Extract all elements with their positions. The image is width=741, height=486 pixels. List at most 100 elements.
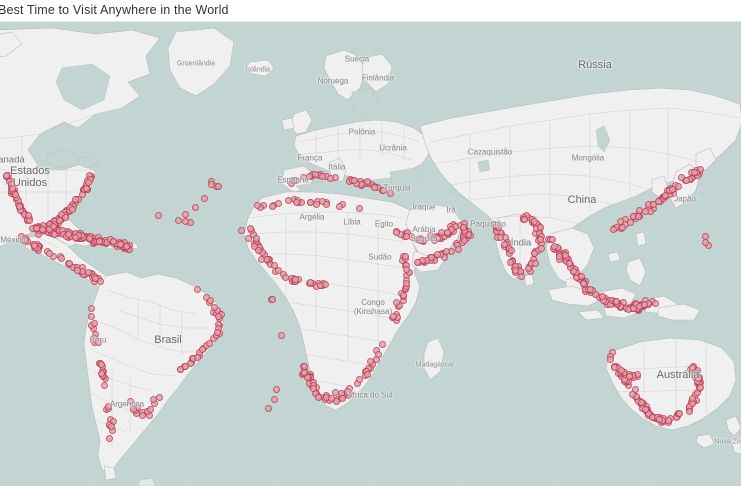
map-point-marker[interactable] [550, 242, 558, 250]
map-point-marker[interactable] [123, 243, 131, 251]
map-point-marker[interactable] [366, 357, 374, 365]
map-point-marker[interactable] [459, 224, 467, 232]
map-point-marker[interactable] [402, 253, 410, 261]
map-point-marker[interactable] [277, 331, 285, 339]
map-point-marker[interactable] [87, 313, 95, 321]
map-point-marker[interactable] [460, 237, 468, 245]
map-point-marker[interactable] [531, 249, 539, 257]
map-point-marker[interactable] [315, 393, 323, 401]
map-point-marker[interactable] [61, 213, 69, 221]
map-point-marker[interactable] [634, 212, 642, 220]
map-point-marker[interactable] [492, 222, 500, 229]
map-point-marker[interactable] [147, 406, 155, 414]
map-point-marker[interactable] [311, 171, 319, 179]
map-point-marker[interactable] [214, 313, 222, 321]
map-point-marker[interactable] [374, 350, 382, 358]
map-point-marker[interactable] [214, 329, 222, 337]
map-point-marker[interactable] [592, 290, 600, 298]
map-point-marker[interactable] [206, 340, 214, 348]
map-point-marker[interactable] [327, 175, 335, 182]
map-point-marker[interactable] [309, 385, 317, 393]
map-point-marker[interactable] [100, 381, 108, 389]
map-point-marker[interactable] [193, 354, 201, 362]
map-point-marker[interactable] [336, 202, 343, 210]
map-point-marker[interactable] [351, 176, 359, 184]
map-point-marker[interactable] [72, 195, 80, 203]
map-point-marker[interactable] [206, 296, 214, 304]
map-point-marker[interactable] [71, 233, 79, 241]
map-point-marker[interactable] [270, 395, 278, 403]
map-point-marker[interactable] [626, 372, 634, 380]
map-point-marker[interactable] [668, 186, 676, 194]
map-point-marker[interactable] [149, 396, 157, 404]
map-point-marker[interactable] [307, 198, 314, 206]
map-point-marker[interactable] [536, 235, 544, 243]
map-point-marker[interactable] [318, 173, 326, 181]
map-point-marker[interactable] [211, 304, 218, 312]
map-point-marker[interactable] [85, 234, 93, 242]
map-point-marker[interactable] [579, 279, 587, 287]
map-point-marker[interactable] [536, 224, 544, 232]
map-point-marker[interactable] [689, 395, 697, 402]
map-point-marker[interactable] [214, 182, 222, 190]
map-point-marker[interactable] [682, 176, 690, 184]
map-point-marker[interactable] [304, 374, 312, 381]
map-point-marker[interactable] [343, 387, 351, 395]
map-point-marker[interactable] [427, 254, 435, 262]
map-point-marker[interactable] [454, 245, 462, 253]
map-point-marker[interactable] [521, 216, 529, 224]
map-point-marker[interactable] [610, 363, 618, 371]
map-point-marker[interactable] [656, 415, 664, 423]
map-point-marker[interactable] [154, 211, 162, 219]
map-point-marker[interactable] [65, 259, 73, 267]
map-point-marker[interactable] [129, 405, 137, 413]
map-point-marker[interactable] [370, 183, 378, 191]
map-point-marker[interactable] [16, 203, 24, 211]
map-point-marker[interactable] [417, 237, 425, 245]
map-point-marker[interactable] [272, 385, 280, 393]
map-point-marker[interactable] [268, 295, 276, 303]
map-point-marker[interactable] [64, 230, 72, 238]
map-point-marker[interactable] [32, 225, 40, 232]
map-point-marker[interactable] [577, 273, 585, 280]
map-point-marker[interactable] [292, 177, 300, 185]
map-point-marker[interactable] [127, 398, 135, 406]
map-point-marker[interactable] [619, 223, 626, 231]
map-point-marker[interactable] [84, 269, 92, 277]
map-point-marker[interactable] [46, 249, 54, 257]
map-point-marker[interactable] [403, 266, 411, 274]
map-point-marker[interactable] [182, 217, 190, 225]
map-point-marker[interactable] [566, 259, 574, 267]
map-point-marker[interactable] [322, 281, 330, 288]
map-point-marker[interactable] [274, 267, 282, 275]
map-point-marker[interactable] [97, 278, 105, 286]
map-point-marker[interactable] [628, 391, 636, 399]
map-point-marker[interactable] [73, 267, 81, 275]
map-point-marker[interactable] [98, 369, 106, 377]
map-point-marker[interactable] [506, 258, 514, 266]
world-map-canvas[interactable]: .land{fill:#f0f0f0;stroke:#b6b6b6;stroke… [0, 22, 741, 486]
map-point-marker[interactable] [55, 216, 63, 224]
map-point-marker[interactable] [50, 231, 58, 239]
map-point-marker[interactable] [269, 203, 277, 211]
map-point-marker[interactable] [96, 237, 104, 245]
map-point-marker[interactable] [182, 210, 190, 218]
map-point-marker[interactable] [380, 186, 387, 194]
map-point-marker[interactable] [685, 407, 693, 415]
map-point-marker[interactable] [355, 204, 363, 212]
map-point-marker[interactable] [393, 228, 400, 236]
map-point-marker[interactable] [323, 201, 330, 209]
map-point-marker[interactable] [254, 202, 262, 209]
map-point-marker[interactable] [246, 225, 254, 233]
map-point-marker[interactable] [364, 371, 372, 379]
map-point-marker[interactable] [50, 223, 58, 231]
map-point-marker[interactable] [313, 200, 321, 208]
map-point-marker[interactable] [609, 225, 617, 233]
map-point-marker[interactable] [57, 254, 65, 262]
map-point-marker[interactable] [91, 275, 99, 283]
map-point-marker[interactable] [11, 190, 19, 198]
map-point-marker[interactable] [332, 397, 340, 405]
map-point-marker[interactable] [587, 286, 595, 293]
map-point-marker[interactable] [652, 299, 659, 307]
map-point-marker[interactable] [426, 232, 434, 240]
